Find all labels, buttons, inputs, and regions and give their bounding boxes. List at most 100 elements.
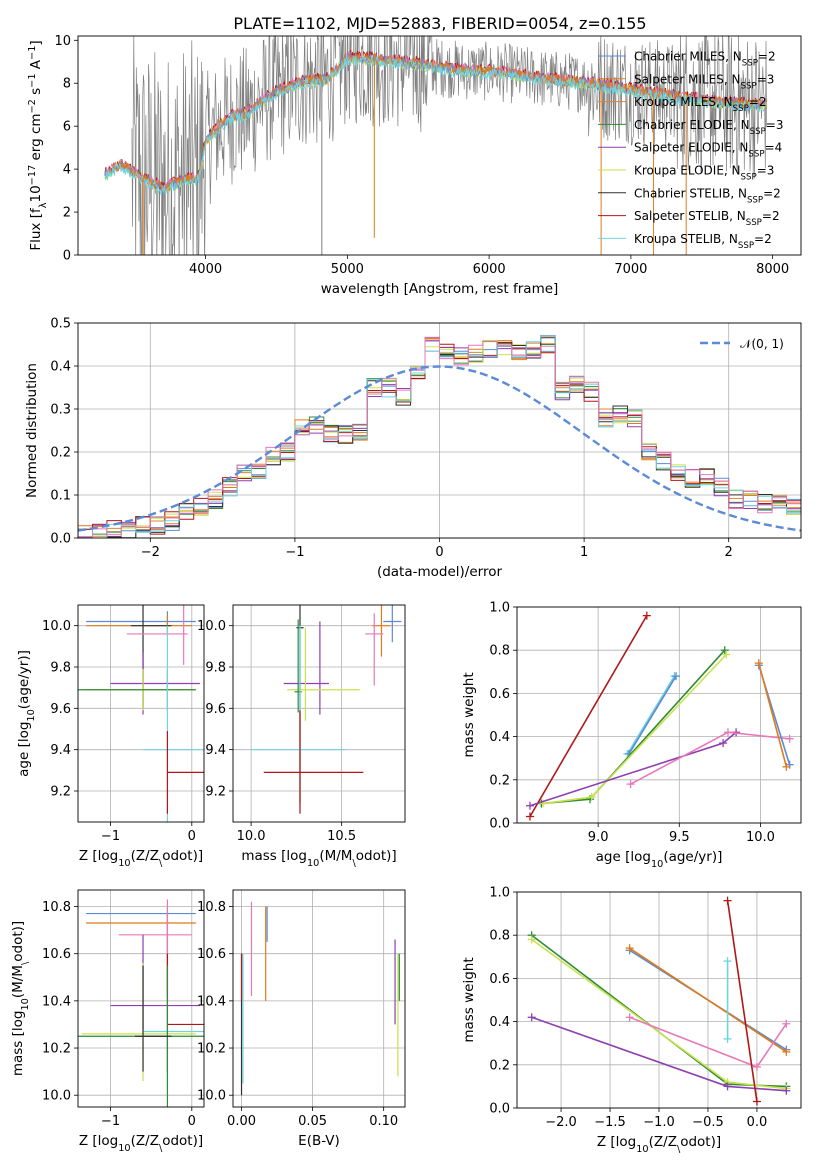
- label-span: Chabrier STELIB, N: [634, 186, 747, 200]
- plot-area-spectrum: [104, 36, 768, 255]
- label-span: 10: [118, 1143, 130, 1154]
- x-tick-label: 5000: [331, 262, 364, 277]
- y-axis-label: age [log10(age/yr)]: [16, 650, 37, 777]
- y-tick-label: 0.6: [489, 687, 510, 702]
- axes-mass_vs_EBV: 0.00 0.05 0.10 10.0 10.2 10.4 10.6 10.8 E(B-V): [197, 889, 406, 1149]
- x-axis-label: Z [log10(Z/Z\odot)]: [79, 848, 203, 869]
- label-span: \: [352, 858, 356, 869]
- x-tick-label: 10.0: [746, 830, 775, 845]
- y-tick-label: 0.4: [50, 360, 71, 375]
- axes-weight_vs_age: 9.0 9.5 10.0 0.0 0.2 0.4 0.6 0.8 1.0 age [log10(a…: [461, 601, 802, 870]
- label-span: =2: [763, 186, 781, 200]
- y-tick-label: 0.5: [50, 317, 71, 332]
- label-span: −1: [27, 46, 38, 60]
- x-tick-label: 0.10: [369, 1114, 398, 1129]
- x-tick-label: 0.0: [747, 1115, 768, 1130]
- label-span: mass [log: [241, 848, 307, 864]
- label-span: odot)]: [10, 921, 26, 962]
- y-tick-label: 9.6: [205, 702, 226, 717]
- label-span: (age/yr)]: [663, 849, 722, 865]
- label-span: wavelength [Angstrom, rest frame]: [321, 281, 559, 297]
- y-tick-label: 0.2: [50, 446, 71, 461]
- series-line: [626, 675, 676, 755]
- x-axis-label: (data-model)/error: [377, 564, 503, 580]
- legend-entry: Salpeter STELIB, NSSP=2: [634, 209, 780, 228]
- plot-area-age_vs_Z: [78, 605, 204, 822]
- axes-frame: [77, 889, 205, 1108]
- y-axis-label: mass weight: [461, 672, 477, 757]
- label-span: Z [log: [597, 1134, 636, 1150]
- label-span: (M/M: [10, 965, 26, 998]
- label-span: \: [159, 858, 163, 869]
- label-span: age [log: [596, 849, 651, 865]
- x-tick-label: −2: [141, 545, 160, 560]
- label-span: SSP: [746, 218, 762, 228]
- label-span: Chabrier ELODIE, N: [634, 118, 750, 132]
- y-axis-label: Flux [fλ10−17 erg cm−2 s−1 A−1]: [27, 40, 49, 250]
- axes-spectrum: 4000 5000 6000 7000 8000 0 2 4 6 8 10 wavelength [A…: [27, 34, 802, 297]
- y-tick-label: 10.0: [197, 619, 226, 634]
- figure-title: PLATE=1102, MJD=52883, FIBERID=0054, z=0…: [233, 14, 646, 33]
- x-tick-label: 10.5: [327, 829, 356, 844]
- label-span: SSP: [738, 241, 754, 251]
- label-span: odot)]: [162, 848, 203, 864]
- label-span: odot)]: [680, 1134, 721, 1150]
- y-tick-label: 0.3: [50, 403, 71, 418]
- y-tick-label: 0.0: [489, 1102, 510, 1117]
- axes-frame: [232, 604, 406, 823]
- label-span: Flux [f: [28, 207, 44, 251]
- y-tick-label: 0.8: [489, 929, 510, 944]
- x-tick-label: 0.00: [227, 1114, 256, 1129]
- histogram-series: [78, 337, 801, 538]
- x-tick-label: 2: [725, 545, 733, 560]
- y-tick-label: 9.2: [50, 785, 71, 800]
- legend-entry: Kroupa ELODIE, NSSP=3: [634, 164, 774, 183]
- axes-frame: [232, 889, 406, 1108]
- x-tick-label: −1: [101, 1114, 120, 1129]
- label-span: Kroupa STELIB, N: [634, 232, 738, 246]
- x-tick-label: −1: [285, 545, 304, 560]
- label-span: −2: [27, 99, 38, 113]
- x-tick-label: 0: [188, 1114, 196, 1129]
- label-span: E(B-V): [298, 1133, 340, 1149]
- y-tick-label: 1.0: [489, 886, 510, 901]
- label-span: odot)]: [162, 1133, 203, 1149]
- label-span: λ: [38, 202, 49, 208]
- label-span: \: [159, 1143, 163, 1154]
- label-span: 10: [20, 998, 31, 1010]
- label-span: =2: [754, 232, 772, 246]
- plot-area-weight_vs_age: [525, 611, 794, 821]
- x-tick-label: 8000: [756, 262, 789, 277]
- y-tick-label: 10.4: [42, 994, 71, 1009]
- label-span: −17: [27, 165, 38, 186]
- y-tick-label: 9.8: [50, 661, 71, 676]
- legend-entry: Chabrier STELIB, NSSP=2: [634, 186, 781, 205]
- legend-entry: 𝒩(0, 1): [740, 337, 784, 351]
- x-tick-label: −1.0: [643, 1115, 675, 1130]
- axes-weight_vs_Z: −2.0 −1.5 −1.0 −0.5 0.0 0.0 0.2 0.4 0.6 0.8 1.0 Z […: [461, 886, 802, 1155]
- y-axis-label: Normed distribution: [24, 363, 40, 498]
- label-span: SSP: [748, 150, 764, 160]
- label-span: age [log: [16, 722, 32, 777]
- axes-residuals: −2 −1 0 1 2 0.0 0.1 0.2 0.3 0.4 0.5 (data-model)/er…: [24, 317, 802, 580]
- y-tick-label: 8: [63, 77, 71, 92]
- y-tick-label: 0.8: [489, 644, 510, 659]
- x-tick-label: −0.5: [692, 1115, 724, 1130]
- plot-area-residuals: [78, 335, 801, 538]
- y-tick-label: 9.4: [50, 743, 71, 758]
- label-span: SSP: [741, 81, 757, 91]
- label-span: Normed distribution: [24, 363, 40, 498]
- label-span: A: [28, 59, 44, 73]
- axes-frame: [516, 606, 802, 824]
- label-span: Z [log: [79, 1133, 118, 1149]
- label-span: 10: [26, 709, 37, 721]
- y-axis-label: mass [log10(M/M\odot)]: [10, 921, 31, 1076]
- model-spectrum-kroupa-stelib: [104, 54, 768, 196]
- label-span: =3: [757, 164, 775, 178]
- y-tick-label: 9.6: [50, 702, 71, 717]
- label-span: mass [log: [10, 1011, 26, 1077]
- series-line: [629, 947, 787, 1053]
- y-tick-label: 6: [63, 120, 71, 135]
- y-tick-label: 1.0: [489, 601, 510, 616]
